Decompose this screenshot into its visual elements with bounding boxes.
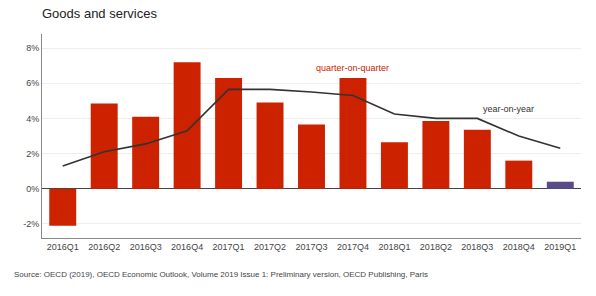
- svg-text:8%: 8%: [26, 43, 39, 53]
- svg-text:Source: OECD (2019), OECD Econ: Source: OECD (2019), OECD Economic Outlo…: [14, 270, 428, 279]
- svg-text:6%: 6%: [26, 78, 39, 88]
- svg-text:2016Q2: 2016Q2: [88, 242, 120, 252]
- svg-text:2016Q4: 2016Q4: [171, 242, 203, 252]
- svg-text:2017Q4: 2017Q4: [337, 242, 369, 252]
- svg-text:2018Q3: 2018Q3: [461, 242, 493, 252]
- svg-text:-2%: -2%: [23, 219, 39, 229]
- svg-text:2017Q2: 2017Q2: [254, 242, 286, 252]
- svg-text:4%: 4%: [26, 114, 39, 124]
- svg-text:2019Q1: 2019Q1: [544, 242, 576, 252]
- svg-text:quarter-on-quarter: quarter-on-quarter: [316, 63, 389, 73]
- svg-text:year-on-year: year-on-year: [483, 104, 534, 114]
- svg-text:2016Q3: 2016Q3: [130, 242, 162, 252]
- svg-text:2017Q3: 2017Q3: [295, 242, 327, 252]
- svg-text:0%: 0%: [26, 184, 39, 194]
- svg-text:2%: 2%: [26, 149, 39, 159]
- svg-text:Goods and services: Goods and services: [42, 6, 157, 21]
- svg-text:2017Q1: 2017Q1: [213, 242, 245, 252]
- svg-text:2018Q1: 2018Q1: [378, 242, 410, 252]
- svg-text:2018Q4: 2018Q4: [503, 242, 535, 252]
- svg-text:2016Q1: 2016Q1: [47, 242, 79, 252]
- svg-text:2018Q2: 2018Q2: [420, 242, 452, 252]
